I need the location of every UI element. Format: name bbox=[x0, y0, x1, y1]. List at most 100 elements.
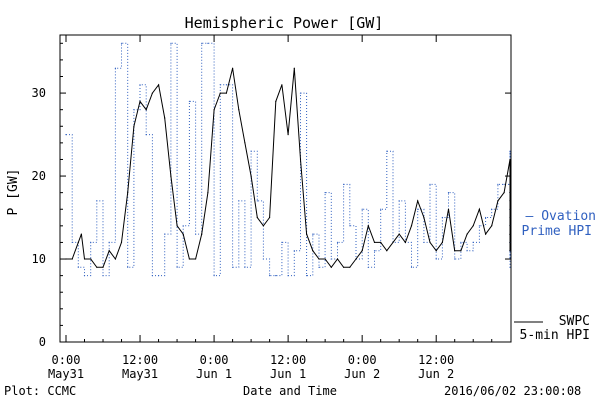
swpc-point bbox=[472, 225, 474, 227]
chart-title: Hemispheric Power [GW] bbox=[185, 14, 384, 32]
swpc-point bbox=[410, 225, 413, 227]
swpc-point bbox=[386, 250, 388, 252]
ovation-point bbox=[225, 84, 227, 86]
swpc-point bbox=[207, 192, 209, 194]
ovation-point bbox=[349, 225, 351, 227]
swpc-point bbox=[80, 233, 82, 235]
legend-swpc-line2: 5-min HPI bbox=[520, 328, 590, 343]
ovation-point bbox=[269, 275, 271, 277]
ovation-point bbox=[207, 42, 209, 44]
x-tick-label-date: May31 bbox=[48, 367, 84, 381]
swpc-point bbox=[367, 225, 369, 227]
ovation-point bbox=[232, 266, 234, 268]
plot-area bbox=[59, 34, 512, 343]
swpc-point bbox=[509, 208, 511, 210]
swpc-point bbox=[454, 250, 456, 252]
swpc-point bbox=[90, 258, 92, 260]
ovation-point bbox=[293, 250, 295, 252]
ovation-point bbox=[509, 150, 511, 152]
swpc-point bbox=[256, 216, 258, 219]
ovation-point bbox=[318, 266, 320, 268]
legend-ovation: — Ovation Prime HPI bbox=[522, 209, 596, 239]
swpc-point bbox=[133, 125, 135, 127]
swpc-point bbox=[509, 216, 511, 219]
ovation-point bbox=[435, 258, 437, 260]
y-tick-label: 10 bbox=[32, 252, 46, 266]
swpc-point bbox=[151, 92, 153, 94]
swpc-point bbox=[318, 258, 320, 260]
ovation-point bbox=[188, 100, 190, 102]
ovation-point bbox=[287, 275, 289, 277]
swpc-point bbox=[373, 241, 376, 243]
ovation-point bbox=[151, 275, 153, 277]
swpc-point bbox=[238, 109, 240, 111]
swpc-point bbox=[250, 175, 252, 177]
swpc-point bbox=[503, 192, 505, 194]
ovation-point bbox=[306, 275, 308, 277]
ovation-point bbox=[386, 150, 388, 152]
x-tick-label-date: Jun 1 bbox=[270, 367, 306, 381]
ovation-point bbox=[497, 183, 499, 185]
ovation-point bbox=[410, 266, 413, 268]
swpc-point bbox=[145, 109, 147, 111]
swpc-point bbox=[108, 250, 110, 252]
ovation-point bbox=[330, 258, 332, 260]
y-tick-label: 0 bbox=[39, 335, 46, 349]
x-tick-label-date: Jun 2 bbox=[418, 367, 454, 381]
swpc-point bbox=[361, 250, 363, 252]
ovation-point bbox=[262, 258, 264, 260]
y-tick-label: 20 bbox=[32, 169, 46, 183]
ovation-point bbox=[158, 275, 160, 277]
x-tick-label-date: Jun 1 bbox=[196, 367, 232, 381]
x-tick-label-time: 0:00 bbox=[200, 353, 229, 367]
swpc-point bbox=[83, 258, 86, 260]
swpc-point bbox=[404, 241, 406, 243]
swpc-point bbox=[509, 250, 511, 252]
swpc-point bbox=[201, 233, 203, 235]
swpc-point bbox=[491, 225, 493, 227]
x-tick-label-time: 0:00 bbox=[52, 353, 81, 367]
swpc-point bbox=[102, 266, 104, 268]
ovation-point bbox=[83, 275, 86, 277]
ovation-point bbox=[472, 241, 474, 243]
ovation-point bbox=[478, 225, 480, 227]
swpc-point bbox=[306, 233, 308, 235]
ovation-point bbox=[417, 208, 419, 210]
x-axis-label: Date and Time bbox=[243, 384, 337, 398]
ovation-point bbox=[336, 241, 339, 243]
swpc-point bbox=[139, 100, 141, 102]
ovation-point bbox=[108, 241, 110, 243]
ovation-point bbox=[250, 150, 252, 152]
swpc-point bbox=[127, 192, 129, 194]
swpc-point bbox=[380, 241, 382, 243]
swpc-point bbox=[392, 241, 394, 243]
swpc-point bbox=[213, 109, 215, 111]
ovation-point bbox=[398, 200, 400, 202]
swpc-point bbox=[330, 266, 332, 268]
ovation-point bbox=[90, 241, 92, 243]
ovation-point bbox=[454, 258, 456, 260]
ovation-point bbox=[466, 250, 468, 252]
ovation-point bbox=[367, 266, 369, 268]
ovation-point bbox=[373, 250, 376, 252]
ovation-point bbox=[299, 92, 302, 94]
ovation-point bbox=[423, 241, 425, 243]
ovation-point bbox=[145, 134, 147, 136]
swpc-point bbox=[120, 241, 123, 243]
legend-swpc: SWPC 5-min HPI bbox=[514, 314, 590, 343]
swpc-point bbox=[114, 258, 116, 260]
swpc-point bbox=[460, 250, 462, 252]
ovation-point bbox=[275, 275, 277, 277]
ovation-point bbox=[96, 200, 98, 202]
swpc-point bbox=[429, 241, 431, 243]
swpc-point bbox=[423, 216, 425, 219]
legend-ovation-line2: Prime HPI bbox=[522, 224, 592, 239]
swpc-point bbox=[71, 258, 73, 260]
swpc-point bbox=[195, 258, 197, 260]
ovation-point bbox=[460, 241, 462, 243]
swpc-point bbox=[343, 266, 345, 268]
swpc-point bbox=[281, 84, 283, 86]
swpc-point bbox=[96, 266, 98, 268]
swpc-point bbox=[417, 200, 419, 202]
x-tick-label-date: Jun 2 bbox=[344, 367, 380, 381]
